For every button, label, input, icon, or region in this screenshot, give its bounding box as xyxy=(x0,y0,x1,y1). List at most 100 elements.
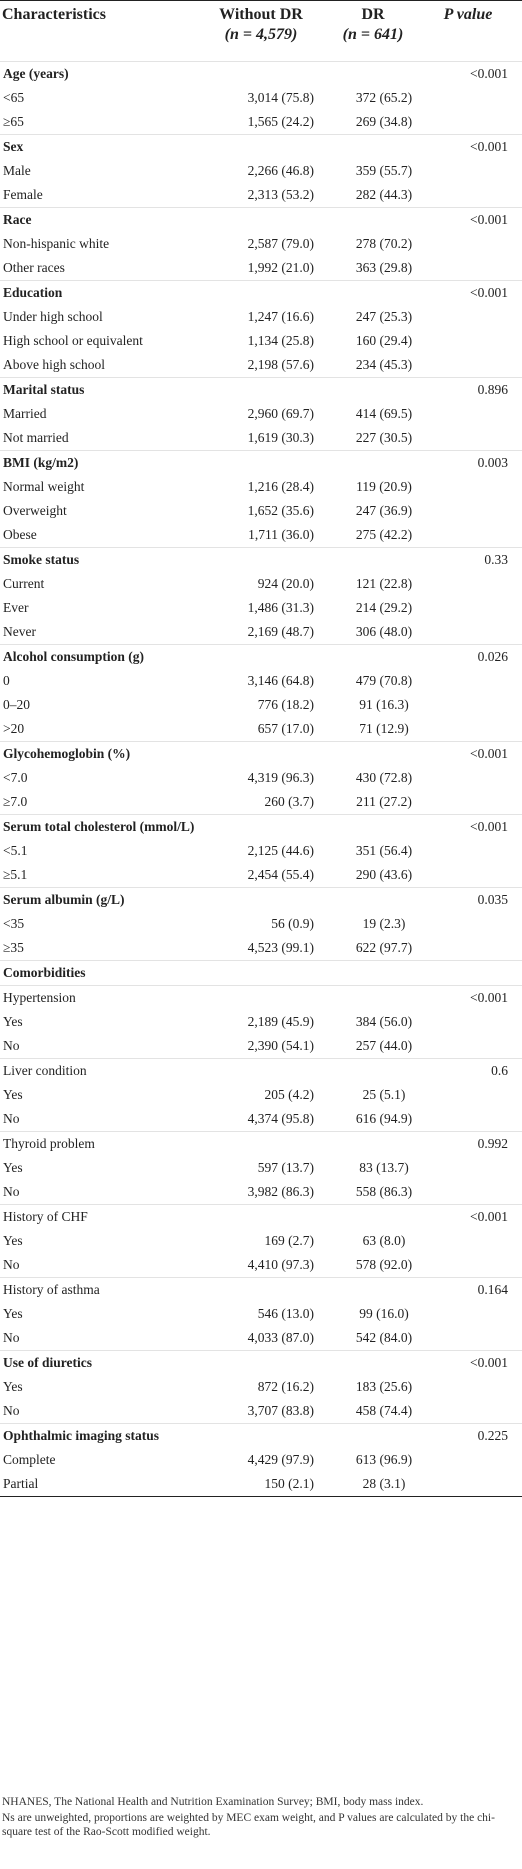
cell-dr: 622 (97.7) xyxy=(355,940,413,955)
cell-without-dr xyxy=(184,814,314,839)
cell-without-dr xyxy=(184,887,314,912)
table-row: Yes 872 (16.2) 183 (25.6) xyxy=(0,1375,522,1399)
table-group-row: Education <0.001 xyxy=(0,280,522,305)
table-row: Non-hispanic white 2,587 (79.0) 278 (70.2) xyxy=(0,232,522,256)
table-row: Hypertension <0.001 xyxy=(0,985,522,1010)
cell-dr: 275 (42.2) xyxy=(355,527,413,542)
table-row: Ever 1,486 (31.3) 214 (29.2) xyxy=(0,596,522,620)
cell-dr xyxy=(314,1131,414,1156)
cell-dr xyxy=(314,1204,414,1229)
cell-without-dr: 2,198 (57.6) xyxy=(247,357,314,372)
row-label: ≥5.1 xyxy=(3,867,28,882)
table-row: 0–20 776 (18.2) 91 (16.3) xyxy=(0,693,522,717)
table-group-row: Alcohol consumption (g) 0.026 xyxy=(0,644,522,669)
cell-dr: 63 (8.0) xyxy=(362,1233,406,1248)
cell-p-value xyxy=(414,572,522,596)
cell-without-dr: 3,982 (86.3) xyxy=(247,1184,314,1199)
cell-without-dr xyxy=(184,1423,314,1448)
cell-without-dr: 260 (3.7) xyxy=(264,794,315,809)
cell-dr: 119 (20.9) xyxy=(356,479,412,494)
group-label: Sex xyxy=(0,134,184,159)
table-row: Current 924 (20.0) 121 (22.8) xyxy=(0,572,522,596)
cell-p-value xyxy=(414,960,522,986)
cell-p-value: 0.035 xyxy=(414,887,522,912)
table-row: ≥7.0 260 (3.7) 211 (27.2) xyxy=(0,790,522,815)
table-row: High school or equivalent 1,134 (25.8) 160… xyxy=(0,329,522,353)
cell-dr xyxy=(314,1350,414,1375)
cell-p-value xyxy=(414,1302,522,1326)
table-row: Never 2,169 (48.7) 306 (48.0) xyxy=(0,620,522,645)
row-label: No xyxy=(3,1403,20,1418)
cell-p-value: <0.001 xyxy=(414,207,522,232)
cell-without-dr: 3,707 (83.8) xyxy=(247,1403,314,1418)
cell-p-value xyxy=(414,1326,522,1351)
table-row: Complete 4,429 (97.9) 613 (96.9) xyxy=(0,1448,522,1472)
cell-without-dr xyxy=(184,207,314,232)
cell-without-dr xyxy=(184,134,314,159)
cell-without-dr: 1,619 (30.3) xyxy=(247,430,314,445)
cell-dr: 19 (2.3) xyxy=(362,916,406,931)
table-row: Yes 205 (4.2) 25 (5.1) xyxy=(0,1083,522,1107)
cell-dr xyxy=(314,280,414,305)
cell-without-dr: 3,146 (64.8) xyxy=(247,673,314,688)
cell-without-dr: 4,033 (87.0) xyxy=(247,1330,314,1345)
group-label: Serum total cholesterol (mmol/L) xyxy=(0,814,194,839)
table-row: No 4,033 (87.0) 542 (84.0) xyxy=(0,1326,522,1351)
cell-without-dr: 1,247 (16.6) xyxy=(247,309,314,324)
cell-p-value xyxy=(414,1448,522,1472)
group-label: Comorbidities xyxy=(0,960,184,986)
cell-without-dr: 2,169 (48.7) xyxy=(247,624,314,639)
cell-dr: 613 (96.9) xyxy=(355,1452,413,1467)
cell-dr xyxy=(314,547,414,572)
cell-p-value xyxy=(414,717,522,742)
cell-p-value xyxy=(414,232,522,256)
cell-p-value: <0.001 xyxy=(414,134,522,159)
table-body: Age (years) <0.001 <65 3,014 (75.8) 372 (65.… xyxy=(0,61,522,1497)
table-row: Under high school 1,247 (16.6) 247 (25.3) xyxy=(0,305,522,329)
cell-without-dr: 2,587 (79.0) xyxy=(247,236,314,251)
group-label: Age (years) xyxy=(0,61,184,86)
row-label: No xyxy=(3,1038,20,1053)
group-label: Ophthalmic imaging status xyxy=(0,1423,184,1448)
cell-dr xyxy=(314,377,414,402)
cell-without-dr: 1,565 (24.2) xyxy=(247,114,314,129)
cell-p-value xyxy=(414,426,522,451)
cell-without-dr: 2,266 (46.8) xyxy=(247,163,314,178)
row-label: Above high school xyxy=(3,357,105,372)
cell-p-value: <0.001 xyxy=(414,1204,522,1229)
cell-p-value xyxy=(414,839,522,863)
cell-p-value xyxy=(414,790,522,815)
cell-dr xyxy=(314,741,414,766)
cell-without-dr: 657 (17.0) xyxy=(257,721,314,736)
cell-dr xyxy=(314,960,414,986)
cell-p-value xyxy=(414,329,522,353)
cell-p-value: 0.33 xyxy=(414,547,522,572)
cell-p-value: <0.001 xyxy=(414,814,522,839)
table-group-row: Serum total cholesterol (mmol/L) <0.001 xyxy=(0,814,522,839)
row-label: Thyroid problem xyxy=(0,1131,184,1156)
cell-p-value xyxy=(414,353,522,378)
cell-dr xyxy=(314,644,414,669)
cell-without-dr: 1,216 (28.4) xyxy=(247,479,314,494)
row-label: Current xyxy=(3,576,45,591)
cell-without-dr: 1,652 (35.6) xyxy=(247,503,314,518)
row-label: ≥7.0 xyxy=(3,794,28,809)
cell-p-value: <0.001 xyxy=(414,61,522,86)
cell-p-value: <0.001 xyxy=(414,985,522,1010)
cell-p-value: 0.164 xyxy=(414,1277,522,1302)
cell-p-value xyxy=(414,523,522,548)
row-label: History of asthma xyxy=(0,1277,184,1302)
cell-dr: 269 (34.8) xyxy=(355,114,413,129)
table-group-row: Age (years) <0.001 xyxy=(0,61,522,86)
cell-p-value xyxy=(414,1180,522,1205)
group-label: BMI (kg/m2) xyxy=(0,450,184,475)
table-group-row: BMI (kg/m2) 0.003 xyxy=(0,450,522,475)
cell-dr: 211 (27.2) xyxy=(356,794,412,809)
cell-p-value: 0.026 xyxy=(414,644,522,669)
cell-dr: 247 (25.3) xyxy=(355,309,413,324)
row-label: <65 xyxy=(3,90,25,105)
row-label: High school or equivalent xyxy=(3,333,143,348)
row-label: Partial xyxy=(0,1472,184,1497)
table-row: ≥35 4,523 (99.1) 622 (97.7) xyxy=(0,936,522,961)
group-label: Serum albumin (g/L) xyxy=(0,887,184,912)
